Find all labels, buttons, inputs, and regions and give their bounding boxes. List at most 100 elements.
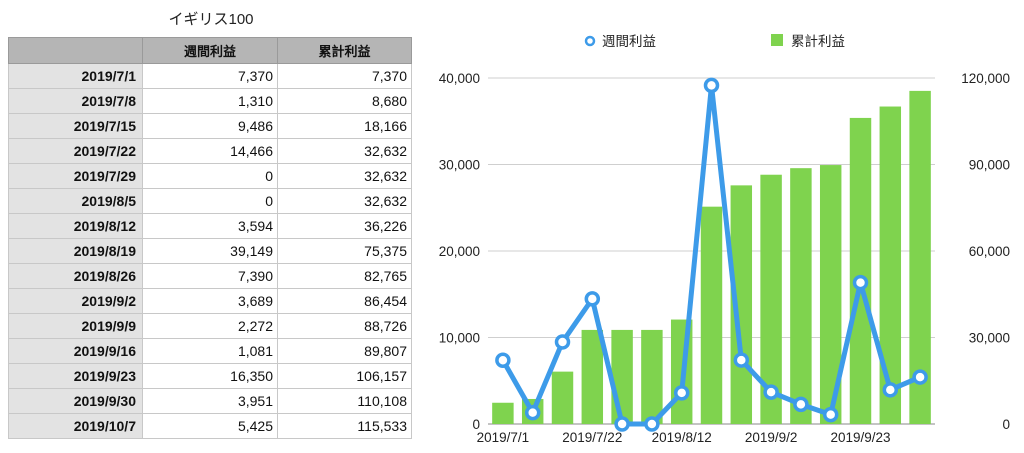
legend-marker-weekly [584,35,596,47]
cell-cumulative-profit: 18,166 [277,113,412,139]
table-row: 2019/9/9 2,272 88,726 [8,313,412,339]
cell-cumulative-profit: 75,375 [277,238,412,264]
point-weekly [852,274,869,291]
table-row: 2019/9/30 3,951 110,108 [8,388,412,414]
table-row: 2019/8/19 39,149 75,375 [8,238,412,264]
cell-date: 2019/9/2 [8,288,143,314]
cell-weekly-profit: 16,350 [142,363,278,389]
cell-weekly-profit: 0 [142,163,278,189]
cell-weekly-profit: 2,272 [142,313,278,339]
cell-cumulative-profit: 32,632 [277,138,412,164]
point-weekly [614,416,630,432]
table-row: 2019/7/1 7,370 7,370 [8,63,412,89]
cell-date: 2019/7/22 [8,138,143,164]
cell-cumulative-profit: 106,157 [277,363,412,389]
cell-date: 2019/7/29 [8,163,143,189]
cell-weekly-profit: 1,310 [142,88,278,114]
cell-date: 2019/9/9 [8,313,143,339]
point-weekly [524,404,541,421]
point-weekly [822,406,839,423]
y-right-tick-label: 60,000 [969,244,1010,259]
table-row: 2019/9/23 16,350 106,157 [8,363,412,389]
point-weekly [495,352,511,368]
table-row: 2019/8/5 0 32,632 [8,188,412,214]
cell-cumulative-profit: 36,226 [277,213,412,239]
x-tick-label: 2019/7/1 [477,430,530,445]
point-weekly [763,384,779,400]
bar-cumulative [760,174,782,424]
cell-cumulative-profit: 32,632 [277,163,412,189]
cell-weekly-profit: 3,594 [142,213,278,239]
profit-table: 週間利益 累計利益 2019/7/1 7,370 7,370 2019/7/8 1,31… [8,37,412,439]
table-row: 2019/8/26 7,390 82,765 [8,263,412,289]
bar-cumulative [551,371,574,424]
y-right-tick-label: 90,000 [969,158,1010,173]
cell-cumulative-profit: 89,807 [277,338,412,364]
y-right-tick-label: 0 [1002,417,1010,432]
cell-cumulative-profit: 8,680 [277,88,412,114]
table-body: 2019/7/1 7,370 7,370 2019/7/8 1,310 8,680 2019… [8,63,412,439]
table-row: 2019/7/22 14,466 32,632 [8,138,412,164]
y-left-tick-label: 10,000 [439,331,480,346]
cell-date: 2019/7/1 [8,63,143,89]
bar-cumulative [700,206,723,424]
legend-label-cumulative: 累計利益 [791,34,845,49]
cell-weekly-profit: 3,689 [142,288,278,314]
header-cumulative-profit: 累計利益 [277,37,412,64]
cell-weekly-profit: 5,425 [142,413,278,439]
table-row: 2019/7/15 9,486 18,166 [8,113,412,139]
header-weekly-profit: 週間利益 [142,37,278,64]
bar-cumulative [819,165,842,424]
table-row: 2019/9/16 1,081 89,807 [8,338,412,364]
cell-cumulative-profit: 82,765 [277,263,412,289]
cell-weekly-profit: 0 [142,188,278,214]
point-weekly [912,369,928,385]
x-tick-label: 2019/9/23 [830,430,890,445]
cell-weekly-profit: 39,149 [142,238,278,264]
legend-marker-cumulative [771,34,783,46]
bar-cumulative [492,402,514,424]
cell-cumulative-profit: 7,370 [277,63,412,89]
x-tick-label: 2019/7/22 [562,430,622,445]
legend: 週間利益 累計利益 [584,34,845,49]
bar-cumulative [909,90,931,424]
cell-date: 2019/7/8 [8,88,143,114]
y-left-tick-label: 20,000 [439,244,480,259]
cell-cumulative-profit: 110,108 [277,388,412,414]
table-title: イギリス100 [168,11,254,28]
cell-date: 2019/9/16 [8,338,143,364]
bar-cumulative [641,329,663,424]
y-left-tick-label: 40,000 [439,71,480,86]
table-row: 2019/9/2 3,689 86,454 [8,288,412,314]
table-row: 2019/10/7 5,425 115,533 [8,413,412,439]
cell-date: 2019/8/19 [8,238,143,264]
point-weekly [673,385,690,401]
cell-cumulative-profit: 115,533 [277,413,412,439]
cell-weekly-profit: 3,951 [142,388,278,414]
cell-cumulative-profit: 86,454 [277,288,412,314]
point-weekly [703,77,720,94]
y-left-tick-label: 30,000 [439,158,480,173]
x-tick-label: 2019/9/2 [745,430,798,445]
cell-date: 2019/9/30 [8,388,143,414]
y-right-tick-label: 120,000 [961,71,1010,86]
cell-date: 2019/8/26 [8,263,143,289]
point-weekly [644,416,660,432]
combo-chart: 週間利益 累計利益 0 10,000 20,000 30,000 40,000 0 30,0… [439,34,1010,445]
bar-cumulative [611,329,633,424]
cell-date: 2019/8/12 [8,213,143,239]
point-weekly [584,291,601,307]
point-weekly [793,396,809,413]
table-row: 2019/7/29 0 32,632 [8,163,412,189]
cell-date: 2019/7/15 [8,113,143,139]
legend-label-weekly: 週間利益 [602,34,656,49]
x-tick-label: 2019/8/12 [652,430,712,445]
point-weekly [554,334,571,350]
bar-cumulative [790,168,812,424]
bar-cumulative [581,329,604,424]
bar-cumulative [849,117,872,424]
point-weekly [882,382,899,398]
cell-cumulative-profit: 88,726 [277,313,412,339]
cell-weekly-profit: 1,081 [142,338,278,364]
cell-cumulative-profit: 32,632 [277,188,412,214]
